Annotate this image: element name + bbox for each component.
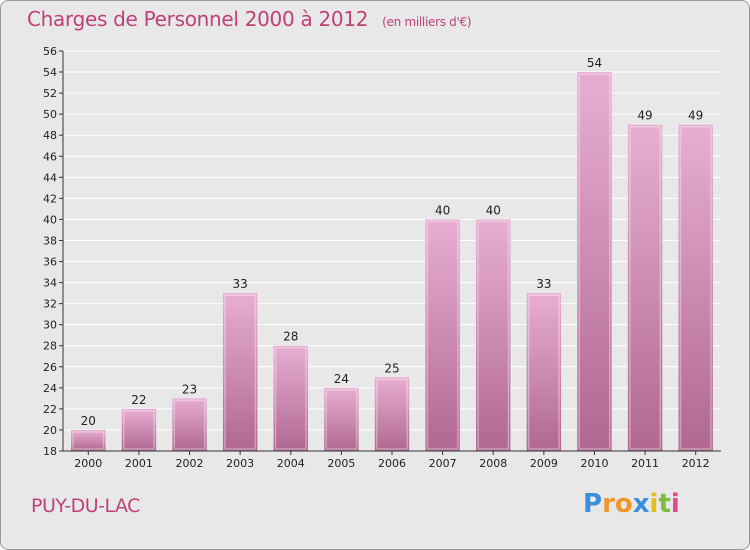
x-tick-label: 2011 bbox=[631, 457, 659, 470]
x-tick-label: 2005 bbox=[327, 457, 355, 470]
data-label: 23 bbox=[182, 382, 197, 396]
x-tick-labels: 2000 2001 2002 2003 2004 2005 2006 2007 2008 2009… bbox=[74, 457, 709, 470]
data-label: 25 bbox=[384, 361, 399, 375]
logo-letter: x bbox=[632, 489, 650, 519]
y-tick-label: 46 bbox=[43, 150, 57, 163]
x-tick-label: 2001 bbox=[125, 457, 153, 470]
y-tick-label: 26 bbox=[43, 361, 57, 374]
logo-letter: o bbox=[614, 489, 633, 519]
logo-letter: r bbox=[602, 489, 615, 519]
bar-highlight bbox=[629, 125, 662, 450]
y-tick-label: 36 bbox=[43, 256, 57, 269]
logo-letter: i bbox=[670, 489, 680, 519]
x-tick-label: 2003 bbox=[226, 457, 254, 470]
logo-letter: t bbox=[658, 489, 671, 519]
data-label: 33 bbox=[536, 277, 551, 291]
bar-2004 bbox=[273, 345, 308, 451]
y-tick-label: 44 bbox=[43, 171, 57, 184]
x-tick-label: 2006 bbox=[378, 457, 406, 470]
x-tick-label: 2002 bbox=[176, 457, 204, 470]
y-tick-labels: 18 20 22 24 26 28 30 32 34 36 38 40 42 44 46 48 50 52 54 56 bbox=[43, 45, 57, 458]
data-labels: 20 22 23 33 28 24 25 40 40 33 54 49 49 bbox=[81, 56, 704, 428]
chart-subtitle: (en milliers d'€) bbox=[382, 15, 472, 29]
data-label: 49 bbox=[637, 109, 652, 123]
x-tick-label: 2000 bbox=[74, 457, 102, 470]
bar-2007 bbox=[425, 219, 460, 451]
chart-title: Charges de Personnel 2000 à 2012 (en mill… bbox=[27, 7, 472, 31]
data-label: 40 bbox=[486, 203, 501, 217]
bar-highlight bbox=[426, 220, 459, 450]
bar-highlight bbox=[376, 378, 408, 450]
bar-2012 bbox=[678, 124, 713, 452]
chart-title-text: Charges de Personnel 2000 à 2012 bbox=[27, 7, 369, 31]
x-tick-label: 2012 bbox=[682, 457, 710, 470]
data-label: 20 bbox=[81, 414, 96, 428]
y-tick-label: 24 bbox=[43, 382, 57, 395]
bar-2005 bbox=[324, 387, 359, 451]
bar-2003 bbox=[222, 293, 258, 451]
bar-2008 bbox=[476, 219, 511, 451]
data-label: 40 bbox=[435, 203, 450, 217]
axes bbox=[59, 50, 721, 455]
x-tick-label: 2007 bbox=[429, 457, 457, 470]
bars bbox=[71, 72, 713, 452]
y-tick-label: 38 bbox=[43, 234, 57, 247]
x-tick-label: 2009 bbox=[530, 457, 558, 470]
bar-2000 bbox=[71, 429, 106, 451]
y-tick-label: 48 bbox=[43, 129, 57, 142]
bar-highlight bbox=[325, 389, 358, 450]
y-tick-label: 42 bbox=[43, 192, 57, 205]
y-tick-label: 30 bbox=[43, 319, 57, 332]
bar-highlight bbox=[274, 346, 307, 450]
bar-highlight bbox=[224, 294, 257, 450]
bar-2010 bbox=[577, 72, 612, 451]
y-tick-label: 34 bbox=[43, 277, 57, 290]
y-tick-label: 22 bbox=[43, 403, 57, 416]
data-label: 28 bbox=[283, 330, 298, 344]
bar-2006 bbox=[374, 377, 410, 451]
y-tick-label: 40 bbox=[43, 213, 57, 226]
bar-highlight bbox=[122, 410, 155, 450]
bar-highlight bbox=[578, 73, 611, 450]
x-tick-label: 2004 bbox=[277, 457, 305, 470]
bar-highlight bbox=[527, 294, 560, 450]
bar-highlight bbox=[173, 399, 206, 450]
bar-highlight bbox=[679, 125, 712, 450]
y-tick-label: 18 bbox=[43, 445, 57, 458]
bar-2011 bbox=[627, 124, 663, 452]
x-tick-label: 2010 bbox=[580, 457, 608, 470]
bar-2009 bbox=[526, 293, 562, 451]
bar-highlight bbox=[72, 431, 105, 450]
y-tick-label: 54 bbox=[43, 66, 57, 79]
y-tick-label: 50 bbox=[43, 108, 57, 121]
x-tick-label: 2008 bbox=[479, 457, 507, 470]
place-name: PUY-DU-LAC bbox=[31, 495, 140, 517]
bar-highlight bbox=[477, 220, 510, 450]
proxiti-logo: Proxiti bbox=[583, 489, 680, 519]
data-label: 54 bbox=[587, 56, 602, 70]
data-label: 24 bbox=[334, 372, 349, 386]
data-label: 33 bbox=[233, 277, 248, 291]
logo-letter: i bbox=[649, 489, 659, 519]
y-tick-label: 56 bbox=[43, 45, 57, 58]
y-tick-label: 20 bbox=[43, 424, 57, 437]
bar-2001 bbox=[121, 408, 157, 451]
data-label: 49 bbox=[688, 109, 703, 123]
y-tick-label: 52 bbox=[43, 87, 57, 100]
data-label: 22 bbox=[131, 393, 146, 407]
bar-2002 bbox=[172, 398, 207, 451]
y-tick-label: 28 bbox=[43, 340, 57, 353]
y-tick-label: 32 bbox=[43, 298, 57, 311]
logo-letter: P bbox=[583, 489, 603, 519]
